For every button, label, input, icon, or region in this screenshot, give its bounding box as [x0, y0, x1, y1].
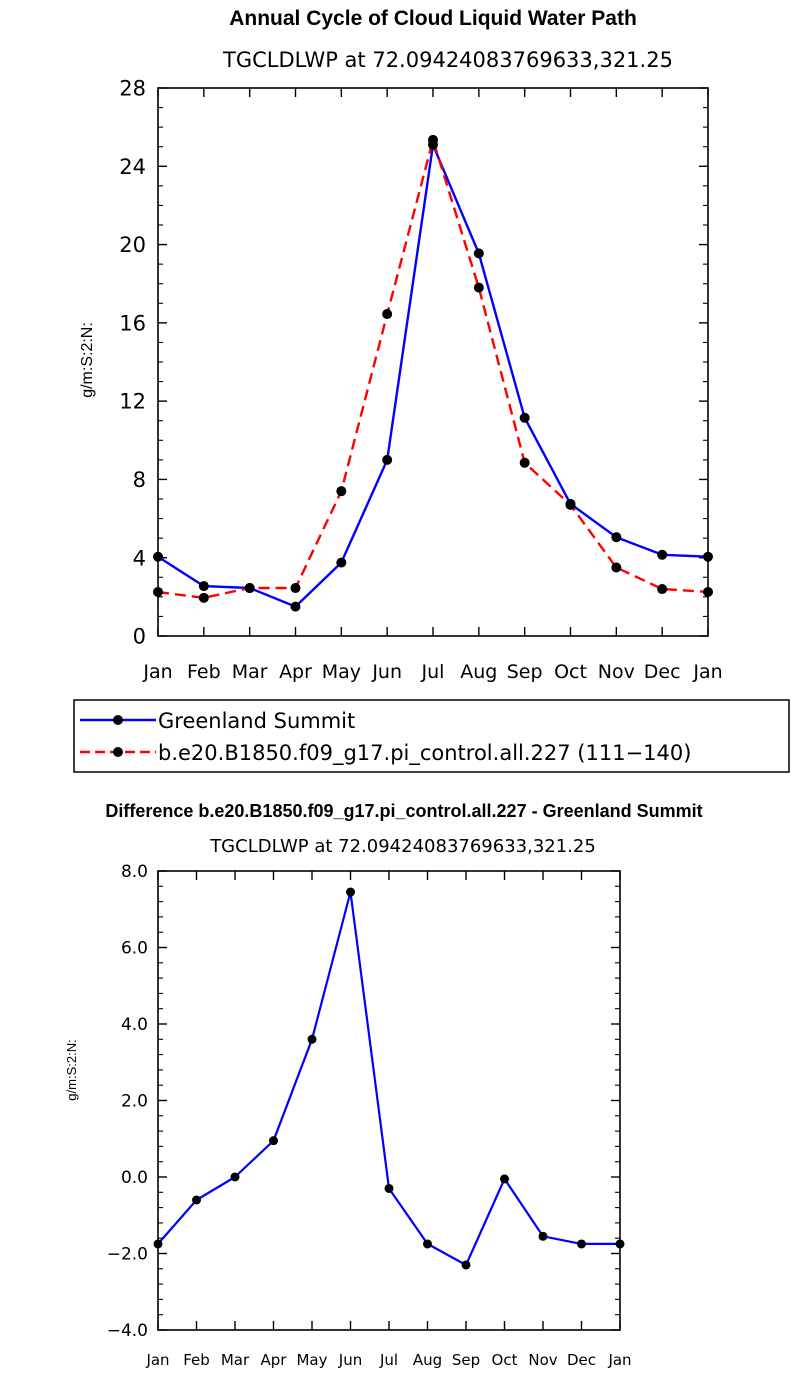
- chart1-ytick-label: 8: [133, 468, 146, 492]
- chart2-title: Difference b.e20.B1850.f09_g17.pi_contro…: [105, 801, 702, 821]
- chart2-xtick-label: Apr: [261, 1351, 288, 1369]
- chart1-xtick-label: Jan: [692, 661, 722, 683]
- chart2-xtick-label: Jun: [338, 1351, 362, 1369]
- chart1-subtitle: TGCLDLWP at 72.09424083769633,321.25: [222, 48, 673, 72]
- chart2-xtick-label: May: [296, 1351, 327, 1369]
- chart2-plot-area: −4.0 −2.0 0.0 2.0 4.0 6.0 8.0 Jan Feb Mar Apr May Ju…: [107, 862, 632, 1369]
- chart2-series-0-point: [577, 1239, 586, 1249]
- chart1-ytick-label: 4: [133, 546, 146, 570]
- chart2-series-0-point: [384, 1183, 394, 1193]
- chart2-series-0-point: [500, 1174, 509, 1184]
- chart1-xtick-label: Feb: [187, 661, 221, 683]
- chart1-series-1-point: [428, 134, 438, 145]
- chart1-series-1-point: [153, 586, 163, 597]
- chart2-xtick-label: Oct: [492, 1351, 518, 1369]
- chart1-plot-area: 0 4 8 12 16 20 24 28 Jan Feb Mar Apr May Jun Jul Aug Sep…: [119, 77, 722, 683]
- chart2-xtick-label: Sep: [452, 1351, 480, 1369]
- chart1-series-1-point: [519, 457, 530, 468]
- chart1-xtick-label: Dec: [644, 661, 681, 683]
- chart1-series-1-point: [382, 309, 393, 320]
- chart2-ytick-label: 4.0: [121, 1015, 148, 1035]
- chart1-series-1-point: [657, 584, 668, 595]
- chart2-xtick-label: Aug: [413, 1351, 442, 1369]
- chart1-series-0-point: [382, 454, 393, 465]
- chart1-ytick-label: 28: [119, 77, 146, 101]
- chart1-series-1-point: [473, 282, 484, 293]
- chart1-ytick-label: 0: [133, 625, 146, 649]
- chart1-series-1-point: [198, 592, 209, 603]
- chart2-y-axis-label: g/m:S:2:N:: [64, 1039, 79, 1100]
- chart2-ytick-label: 2.0: [121, 1092, 148, 1112]
- chart1-series-0-point: [657, 549, 668, 560]
- legend-marker-model: [113, 747, 123, 757]
- chart1-xtick-label: Sep: [507, 661, 543, 683]
- chart1-ytick-label: 12: [119, 390, 146, 414]
- chart1-ytick-label: 24: [119, 155, 146, 179]
- chart2-series-line-0: [157, 890, 620, 1267]
- chart1-series-1-point: [703, 586, 713, 597]
- chart2-xtick-label: Dec: [567, 1351, 596, 1369]
- legend-label-greenland: Greenland Summit: [158, 709, 355, 733]
- chart2-series-0-point: [269, 1136, 278, 1146]
- chart1-series-0-point: [198, 581, 209, 592]
- chart1-series-0-point: [290, 601, 301, 612]
- chart2-ytick-label: 8.0: [121, 862, 148, 882]
- chart1-series-0-point: [519, 412, 530, 423]
- annual-cycle-chart: Annual Cycle of Cloud Liquid Water Path …: [79, 7, 723, 683]
- chart1-series-line-0: [157, 143, 709, 608]
- chart1-xtick-label: Mar: [232, 661, 268, 683]
- chart2-series-0-point: [461, 1260, 471, 1270]
- chart2-series-0-point: [230, 1172, 240, 1182]
- chart2-series-0-point: [423, 1239, 432, 1249]
- chart1-series-0-point: [153, 551, 163, 562]
- chart2-series-0-point: [538, 1231, 548, 1241]
- chart1-series-line-1: [157, 138, 709, 599]
- chart2-xtick-label: Mar: [221, 1351, 250, 1369]
- chart1-frame: [157, 87, 709, 637]
- chart1-xtick-label: Jul: [421, 661, 445, 683]
- chart1-y-axis-label: g/m:S:2:N:: [79, 322, 96, 398]
- chart2-ytick-label: 6.0: [121, 939, 148, 959]
- chart1-title: Annual Cycle of Cloud Liquid Water Path: [229, 7, 637, 30]
- chart1-series-1-point: [611, 562, 622, 573]
- chart2-xtick-label: Jan: [607, 1351, 631, 1369]
- chart1-series-1-point: [565, 499, 576, 510]
- chart1-ytick-label: 16: [119, 311, 146, 335]
- legend-box: [73, 699, 790, 773]
- chart2-frame: [157, 870, 621, 1331]
- difference-chart: Difference b.e20.B1850.f09_g17.pi_contro…: [64, 801, 703, 1369]
- chart1-series-0-point: [703, 551, 713, 562]
- chart2-series-0-point: [153, 1239, 163, 1249]
- chart1-ytick-label: 20: [119, 233, 146, 257]
- chart1-series-0-point: [473, 248, 484, 259]
- legend-marker-greenland: [113, 715, 123, 725]
- chart1-xtick-label: Aug: [460, 661, 497, 683]
- chart1-series-0-point: [336, 557, 347, 568]
- chart1-xtick-label: Oct: [554, 661, 587, 683]
- chart1-xtick-label: Jan: [142, 661, 172, 683]
- chart2-ytick-label: −4.0: [107, 1321, 148, 1341]
- chart1-xtick-label: May: [322, 661, 361, 683]
- chart1-series-1-point: [244, 583, 255, 594]
- chart1-series-1-point: [336, 486, 347, 497]
- chart2-ytick-label: −2.0: [107, 1245, 148, 1265]
- chart2-series-0-point: [307, 1034, 317, 1044]
- chart1-xtick-label: Nov: [598, 661, 635, 683]
- chart2-ytick-label: 0.0: [121, 1168, 148, 1188]
- chart2-series-0-point: [192, 1195, 201, 1205]
- chart1-series-0-point: [611, 532, 622, 543]
- chart2-xtick-label: Jan: [145, 1351, 169, 1369]
- chart1-xtick-label: Jun: [371, 661, 402, 683]
- chart2-xtick-label: Jul: [379, 1351, 398, 1369]
- legend-label-model: b.e20.B1850.f09_g17.pi_control.all.227 (…: [158, 741, 691, 766]
- chart2-series-0-point: [346, 887, 355, 897]
- chart1-legend: Greenland Summit b.e20.B1850.f09_g17.pi_…: [73, 699, 790, 773]
- chart1-xtick-label: Apr: [279, 661, 312, 683]
- chart2-xtick-label: Nov: [528, 1351, 557, 1369]
- chart2-xtick-label: Feb: [183, 1351, 210, 1369]
- chart1-series-1-point: [290, 583, 301, 594]
- chart2-series-0-point: [615, 1239, 625, 1249]
- chart2-subtitle: TGCLDLWP at 72.09424083769633,321.25: [209, 836, 596, 857]
